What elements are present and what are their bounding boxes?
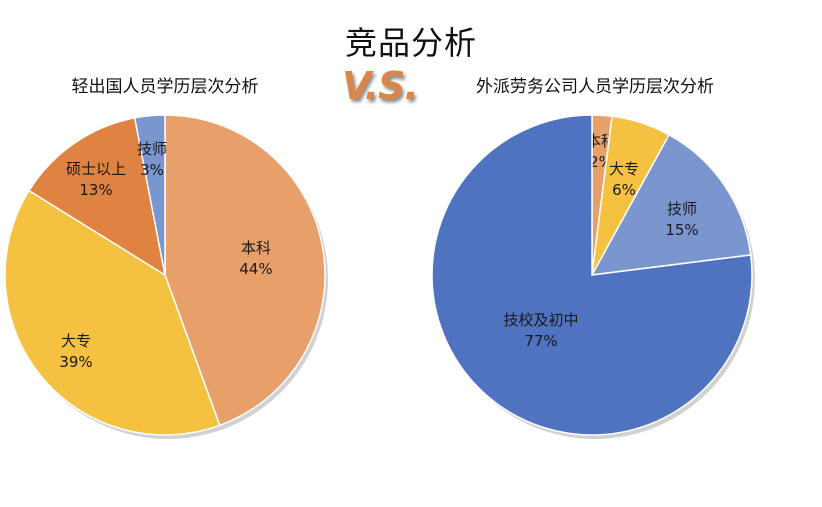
pie-slice-技校及初中 [431,114,753,436]
slice-percent: 6% [612,181,636,199]
slice-label: 硕士以上 [66,160,126,178]
slice-label: 大专 [609,160,639,178]
pie-slice-本科 [164,114,326,427]
pie-slice-技师 [133,114,166,276]
slice-label: 技校及初中 [503,311,578,329]
pie-slice-大专 [4,189,221,436]
slice-percent: 15% [665,221,698,239]
slice-percent: 39% [59,353,92,371]
pie-slice-硕士以上 [28,117,167,277]
vs-logo: V.S. [342,64,419,108]
pie-slice-技师 [590,133,752,276]
slice-label: 技师 [137,140,167,158]
slice-label: 本科 [241,239,271,257]
main-title: 竞品分析 [344,24,477,62]
right-chart-title: 外派劳务公司人员学历层次分析 [476,77,714,97]
slice-percent: 77% [524,332,557,350]
left-chart-title: 轻出国人员学历层次分析 [71,77,259,97]
slice-percent: 3% [140,161,164,179]
slice-percent: 13% [79,181,112,199]
slice-label: 技师 [667,200,697,218]
slice-percent: 44% [239,260,272,278]
slice-label: 大专 [61,332,91,350]
